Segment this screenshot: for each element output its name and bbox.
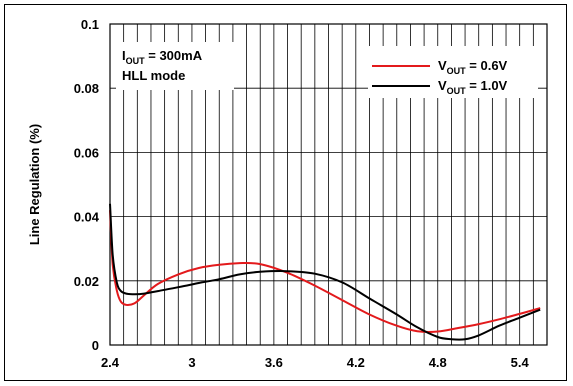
x-tick-label: 4.8	[429, 355, 447, 370]
x-tick-label: 4.2	[347, 355, 365, 370]
series-line-vout-0-6v	[109, 210, 541, 333]
tick-labels: 2.4 3 3.6 4.2 4.8 5.4 0 0.02 0.04 0.06 0.08 0.1	[74, 17, 530, 370]
legend-label-vout-1-0v: VOUT = 1.0V	[438, 78, 508, 96]
legend: VOUT = 0.6V VOUT = 1.0V	[368, 46, 538, 98]
y-tick-label: 0.08	[74, 81, 99, 96]
y-tick-label: 0.02	[74, 274, 99, 289]
series-layer	[109, 203, 541, 341]
series-line-vout-1-0v	[109, 203, 541, 341]
x-tick-label: 2.4	[101, 355, 120, 370]
x-tick-label: 3	[188, 355, 195, 370]
legend-label-vout-0-6v: VOUT = 0.6V	[438, 58, 508, 76]
x-tick-label: 3.6	[265, 355, 283, 370]
y-tick-label: 0	[92, 338, 99, 353]
conditions-annotation: IOUT = 300mA HLL mode	[116, 42, 234, 90]
x-tick-label: 5.4	[511, 355, 530, 370]
annotation-line-2: HLL mode	[122, 68, 185, 83]
y-tick-label: 0.04	[74, 210, 100, 225]
y-axis-label: Line Regulation (%)	[27, 124, 42, 245]
plot-area	[109, 23, 548, 346]
annotation-line-1: IOUT = 300mA	[122, 48, 203, 66]
y-tick-label: 0.1	[81, 17, 99, 32]
y-tick-label: 0.06	[74, 145, 99, 160]
